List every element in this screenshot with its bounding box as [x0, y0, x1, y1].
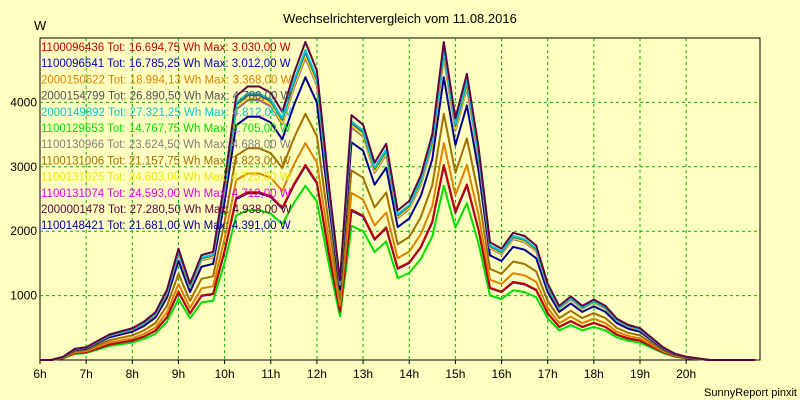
x-tick-label: 15h	[445, 367, 465, 381]
legend-entry-2000150622: 2000150622 Tot: 18.994,13 Wh Max: 3.368,…	[41, 74, 292, 86]
legend-entry-2000001478: 2000001478 Tot: 27.280,50 Wh Max: 4.938,…	[41, 204, 292, 216]
x-tick-label: 10h	[215, 367, 235, 381]
series-line-2000001478	[40, 41, 756, 361]
legend-entry-1100096541: 1100096541 Tot: 16.785,25 Wh Max: 3.012,…	[41, 58, 291, 70]
series-line-1100131006	[40, 112, 756, 361]
grid	[40, 38, 760, 360]
legend-entry-1100131025: 1100131025 Tot: 24.603,00 Wh Max: 4.725,…	[41, 172, 291, 184]
x-tick-label: 14h	[399, 367, 419, 381]
x-tick-label: 18h	[584, 367, 604, 381]
x-tick-label: 12h	[307, 367, 327, 381]
legend-entry-1100148421: 1100148421 Tot: 21.681,00 Wh Max: 4.391,…	[41, 220, 291, 232]
x-tick-label: 9h	[172, 367, 185, 381]
y-axis-label: W	[34, 18, 47, 33]
x-tick-label: 16h	[492, 367, 512, 381]
series-lines	[40, 41, 756, 361]
footer-credit: SunnyReport pinxit	[704, 387, 797, 399]
x-tick-label: 17h	[538, 367, 558, 381]
series-line-1100096436	[40, 163, 756, 361]
series-line-1100129553	[40, 184, 756, 361]
x-tick-label: 13h	[353, 367, 373, 381]
x-tick-label: 6h	[33, 367, 46, 381]
legend-entry-1100129553: 1100129553 Tot: 14.767,75 Wh Max: 2.705,…	[41, 123, 291, 135]
series-line-1100148421	[40, 76, 756, 361]
legend-entry-2000154799: 2000154799 Tot: 26.890,50 Wh Max: 4.780,…	[41, 91, 292, 103]
x-tick-label: 20h	[676, 367, 696, 381]
y-tick-label: 4000	[10, 95, 37, 109]
y-tick-label: 1000	[10, 289, 37, 303]
x-tick-label: 11h	[261, 367, 280, 381]
legend-entry-1100131006: 1100131006 Tot: 21.157,75 Wh Max: 3.823,…	[41, 155, 291, 167]
legend-entry-1100131074: 1100131074 Tot: 24.593,00 Wh Max: 4.712,…	[41, 188, 291, 200]
legend-entry-1100130966: 1100130966 Tot: 23.624,50 Wh Max: 4.688,…	[41, 139, 291, 151]
x-tick-label: 7h	[79, 367, 92, 381]
axes: 1000 2000 3000 4000 6h 7h 8h 9h 10h 11h 12h 13h 14h 1…	[10, 95, 696, 381]
legend-entry-1100096436: 1100096436 Tot: 16.694,75 Wh Max: 3.030,…	[41, 42, 291, 54]
legend-entry-2000149892: 2000149892 Tot: 27.321,25 Wh Max: 4.812,…	[41, 107, 292, 119]
x-tick-label: 8h	[126, 367, 139, 381]
series-line-2000150622	[40, 142, 756, 361]
chart-title: Wechselrichtervergleich vom 11.08.2016	[283, 11, 517, 26]
y-tick-label: 2000	[10, 224, 37, 238]
legend: 1100096436 Tot: 16.694,75 Wh Max: 3.030,…	[41, 42, 292, 232]
y-tick-label: 3000	[10, 160, 37, 174]
x-tick-label: 19h	[630, 367, 650, 381]
